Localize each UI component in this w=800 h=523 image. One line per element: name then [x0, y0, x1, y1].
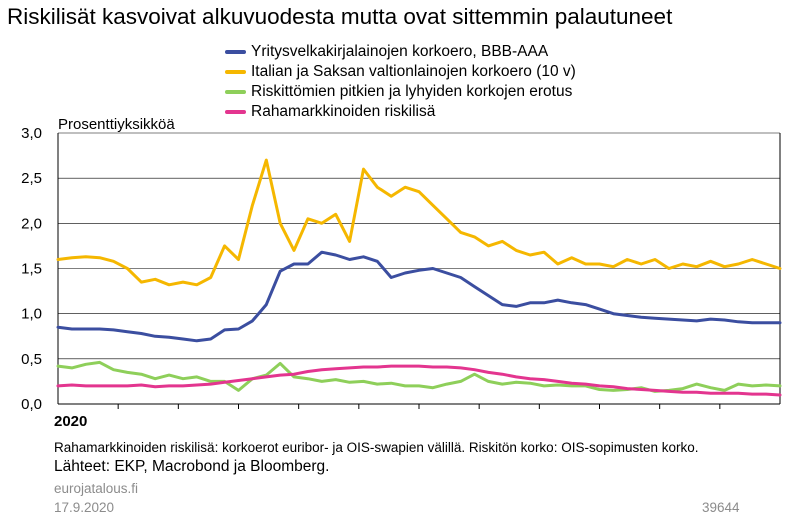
footnote: Rahamarkkinoiden riskilisä: korkoerot eu… [54, 440, 699, 455]
series-line-0 [56, 250, 782, 343]
legend-swatch-italy-germany-spread [225, 70, 246, 74]
legend-label: Rahamarkkinoiden riskilisä [251, 103, 436, 120]
y-tick-label: 1,0 [21, 306, 42, 323]
y-tick-label: 3,0 [21, 125, 42, 142]
legend-swatch-money-market-premium [225, 110, 246, 114]
y-tick-label: 0,5 [21, 351, 42, 368]
y-tick-label: 0,0 [21, 396, 42, 413]
site-name: eurojatalous.fi [54, 481, 139, 496]
y-tick-label: 1,5 [21, 261, 42, 278]
figure-id: 39644 [702, 500, 740, 515]
series-line-3 [56, 364, 782, 397]
publish-date: 17.9.2020 [54, 500, 115, 515]
series-line-1 [56, 158, 782, 287]
y-tick-label: 2,0 [21, 215, 42, 232]
x-axis-year-label: 2020 [54, 413, 88, 430]
y-axis-label: Prosenttiyksikköä [58, 116, 175, 133]
legend-swatch-term-spread [225, 90, 246, 94]
legend-label: Riskittömien pitkien ja lyhyiden korkoje… [251, 83, 573, 100]
chart-title: Riskilisät kasvoivat alkuvuodesta mutta … [7, 4, 673, 29]
legend-label: Yritysvelkakirjalainojen korkoero, BBB-A… [251, 43, 549, 60]
y-tick-label: 2,5 [21, 170, 42, 187]
legend-swatch-corporate-spread [225, 50, 246, 54]
legend-label: Italian ja Saksan valtionlainojen korkoe… [251, 63, 576, 80]
sources: Lähteet: EKP, Macrobond ja Bloomberg. [54, 458, 330, 475]
